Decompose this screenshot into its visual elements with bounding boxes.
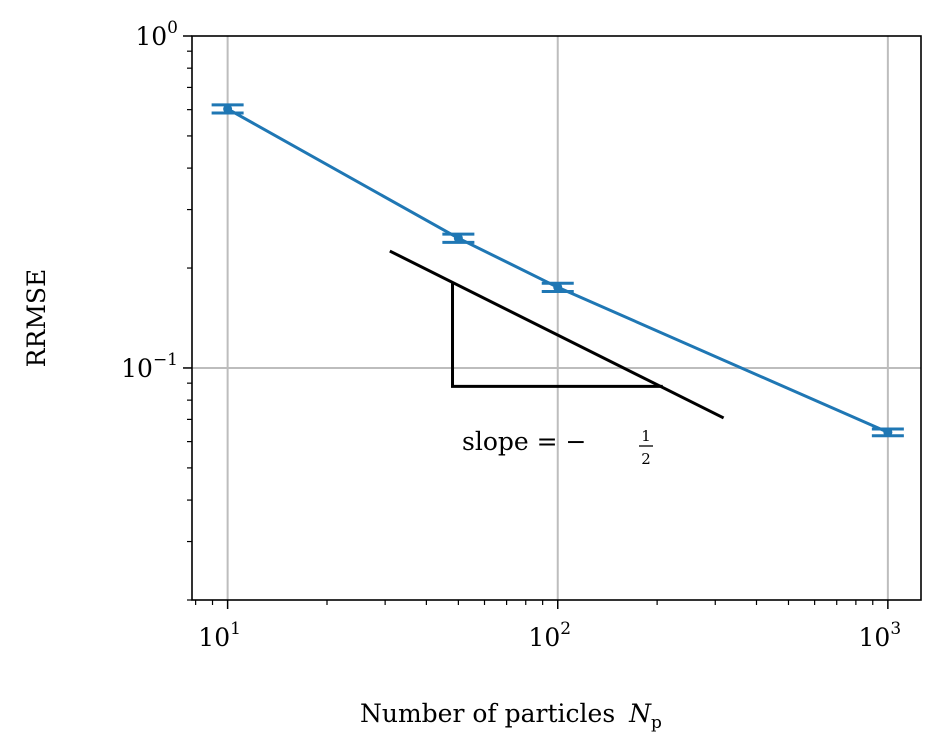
x-tick-label: 101: [198, 619, 241, 652]
data-point: [883, 427, 893, 437]
x-axis-label: Number of particles Np: [360, 699, 662, 733]
slope-triangle: [451, 283, 663, 388]
x-tick-label: 102: [528, 619, 571, 652]
series-line: [226, 107, 889, 434]
data-point: [453, 233, 463, 243]
slope-label: slope = −: [462, 427, 586, 456]
grid: [192, 36, 921, 600]
slope-fraction-numerator: 1: [641, 427, 651, 445]
y-tick-label: 100: [135, 18, 178, 51]
slope-reference-line: [389, 249, 725, 420]
ticks: 101 102 103 100 10−1: [121, 18, 901, 652]
y-axis-label: RRMSE: [22, 269, 51, 368]
data-point: [553, 282, 563, 292]
y-tick-label: 10−1: [121, 350, 178, 383]
x-tick-label: 103: [859, 619, 902, 652]
slope-annotation: [389, 249, 725, 420]
series-rrmse: [211, 103, 904, 438]
slope-fraction-denominator: 2: [641, 450, 651, 468]
plot-frame: [191, 35, 922, 601]
data-point: [223, 104, 233, 114]
